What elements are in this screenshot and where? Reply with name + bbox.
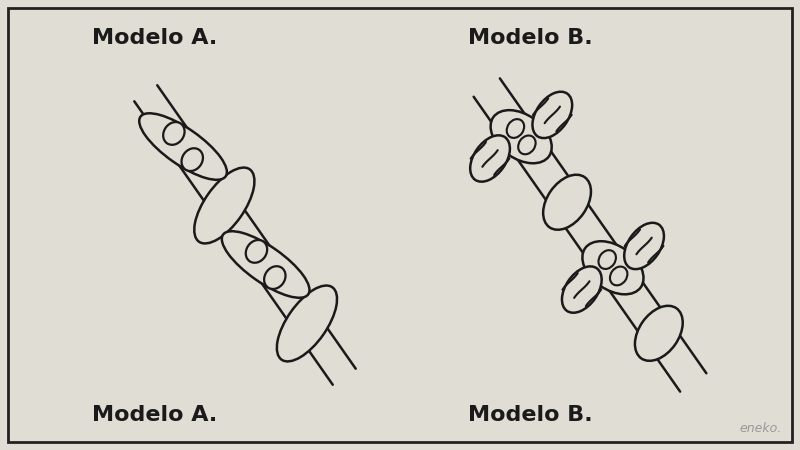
Ellipse shape <box>635 306 682 361</box>
Ellipse shape <box>543 175 591 230</box>
Ellipse shape <box>222 231 310 298</box>
Ellipse shape <box>562 266 602 313</box>
Ellipse shape <box>264 266 286 289</box>
Ellipse shape <box>139 113 227 180</box>
Ellipse shape <box>194 167 254 243</box>
Ellipse shape <box>598 250 616 269</box>
Ellipse shape <box>470 135 510 182</box>
Ellipse shape <box>506 119 524 138</box>
Ellipse shape <box>624 223 664 269</box>
Ellipse shape <box>582 241 643 294</box>
Text: Modelo A.: Modelo A. <box>92 405 218 425</box>
Ellipse shape <box>518 135 536 154</box>
Ellipse shape <box>163 122 185 145</box>
Ellipse shape <box>490 110 552 163</box>
Ellipse shape <box>182 148 203 171</box>
Text: Modelo B.: Modelo B. <box>468 405 592 425</box>
Ellipse shape <box>246 240 267 263</box>
Ellipse shape <box>533 92 572 138</box>
Text: Modelo B.: Modelo B. <box>468 28 592 48</box>
Text: Modelo A.: Modelo A. <box>92 28 218 48</box>
Ellipse shape <box>277 285 337 361</box>
Ellipse shape <box>610 266 627 285</box>
Text: eneko.: eneko. <box>740 422 782 435</box>
